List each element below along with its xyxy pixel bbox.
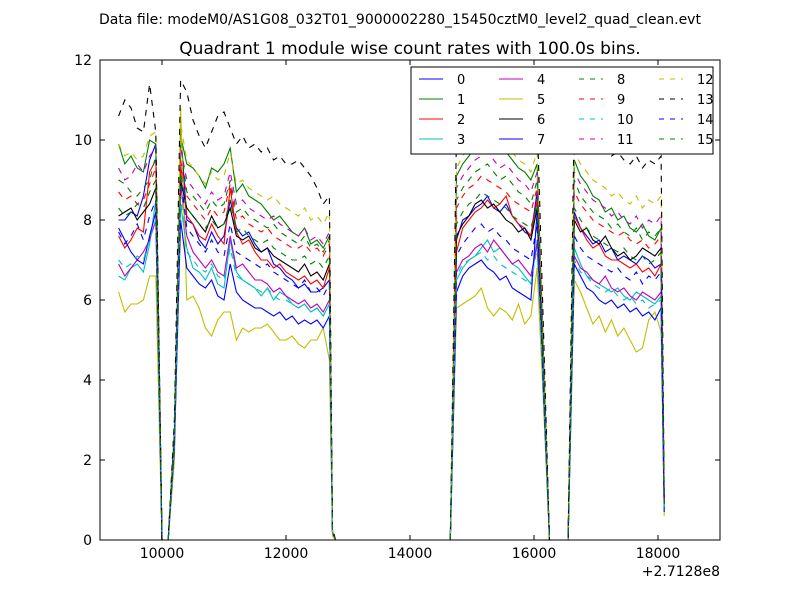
legend-label-6: 6 (537, 113, 545, 128)
legend-label-12: 12 (697, 73, 714, 88)
x-tick-label: 16000 (512, 546, 557, 562)
x-tick-label: 18000 (636, 546, 681, 562)
series-line-11 (118, 146, 665, 540)
legend-label-10: 10 (617, 113, 634, 128)
legend-label-11: 11 (617, 133, 634, 148)
series-line-10 (118, 195, 665, 540)
legend-label-15: 15 (697, 133, 714, 148)
y-tick-label: 2 (83, 453, 92, 469)
legend-label-5: 5 (537, 93, 545, 108)
legend-label-0: 0 (457, 73, 465, 88)
y-tick-label: 8 (83, 213, 92, 229)
legend-label-9: 9 (617, 93, 625, 108)
x-tick-label: 12000 (264, 546, 309, 562)
legend-label-8: 8 (617, 73, 625, 88)
series-line-12 (118, 123, 665, 540)
y-tick-label: 12 (74, 53, 92, 69)
legend-label-3: 3 (457, 133, 465, 148)
series-line-15 (118, 171, 665, 540)
y-tick-label: 6 (83, 293, 92, 309)
x-offset-label: +2.7128e8 (642, 564, 720, 580)
y-tick-label: 4 (83, 373, 92, 389)
x-tick-label: 10000 (140, 546, 185, 562)
y-tick-label: 10 (74, 133, 92, 149)
series-line-5 (118, 107, 665, 540)
legend-label-2: 2 (457, 113, 465, 128)
legend-label-13: 13 (697, 93, 714, 108)
series-line-14 (118, 175, 665, 540)
legend-label-7: 7 (537, 133, 545, 148)
chart-title: Quadrant 1 module wise count rates with … (179, 39, 640, 59)
x-tick-label: 14000 (388, 546, 433, 562)
y-tick-label: 0 (83, 533, 92, 549)
legend-label-14: 14 (697, 113, 714, 128)
figure-suptitle: Data file: modeM0/AS1G08_032T01_90000022… (99, 12, 701, 28)
legend-label-4: 4 (537, 73, 545, 88)
legend-label-1: 1 (457, 93, 465, 108)
